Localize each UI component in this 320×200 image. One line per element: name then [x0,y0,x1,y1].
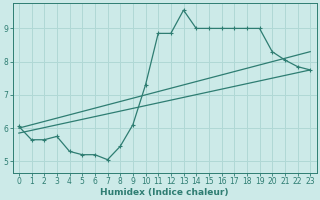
X-axis label: Humidex (Indice chaleur): Humidex (Indice chaleur) [100,188,229,197]
